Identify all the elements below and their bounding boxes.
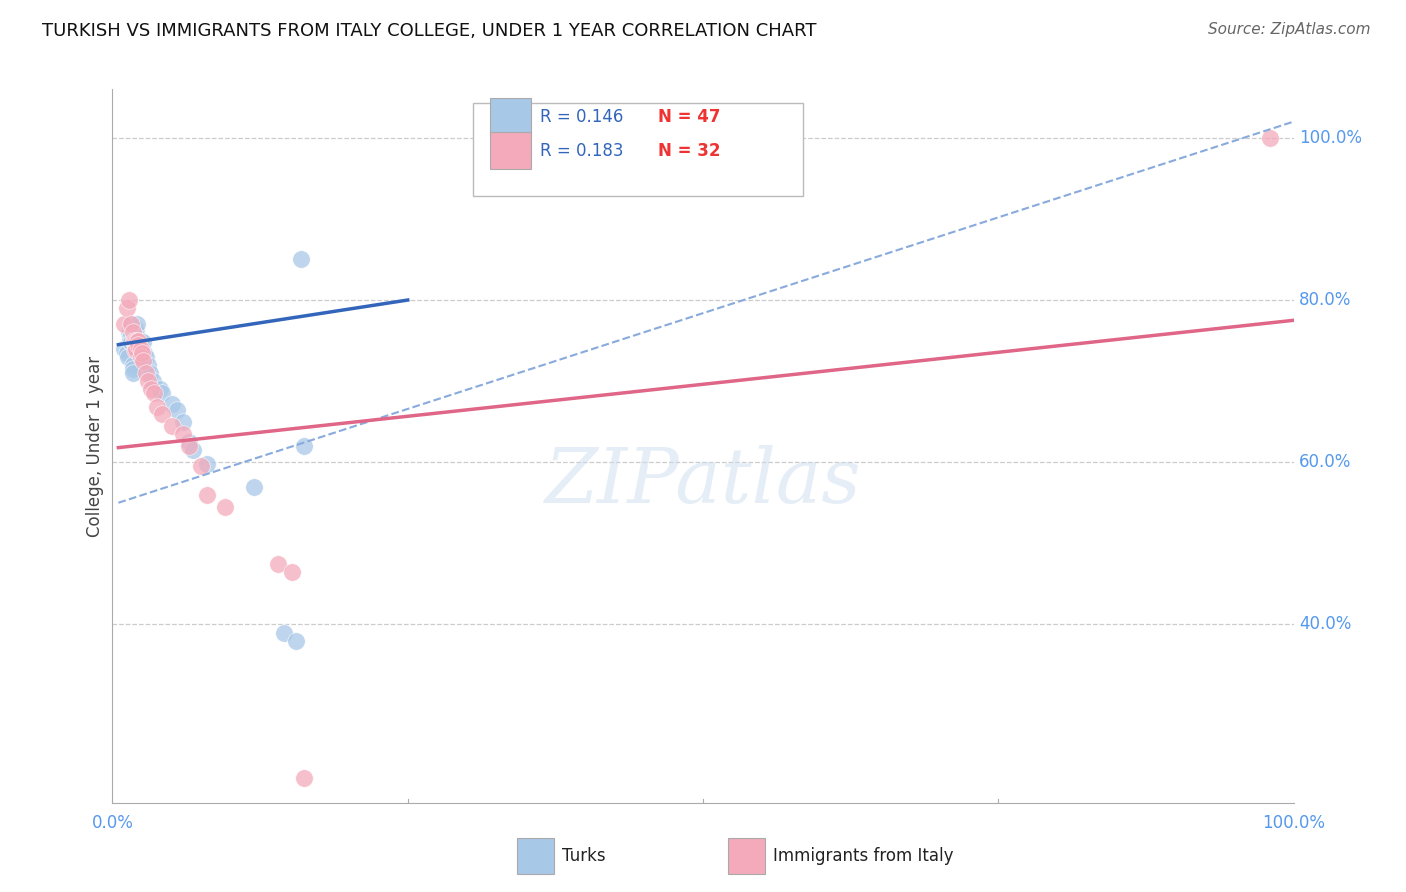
- Point: [127, 337, 149, 351]
- Text: 80.0%: 80.0%: [1299, 291, 1351, 309]
- Text: 40.0%: 40.0%: [1299, 615, 1351, 633]
- Point: [214, 500, 236, 514]
- Point: [190, 459, 212, 474]
- Point: [125, 332, 148, 346]
- Point: [112, 318, 135, 332]
- Point: [112, 342, 135, 356]
- Text: TURKISH VS IMMIGRANTS FROM ITALY COLLEGE, UNDER 1 YEAR CORRELATION CHART: TURKISH VS IMMIGRANTS FROM ITALY COLLEGE…: [42, 22, 817, 40]
- Point: [142, 374, 165, 388]
- Point: [132, 354, 155, 368]
- Point: [243, 479, 266, 493]
- Point: [179, 434, 201, 449]
- Point: [160, 418, 183, 433]
- Point: [141, 382, 163, 396]
- Point: [290, 252, 312, 267]
- Text: 60.0%: 60.0%: [1299, 453, 1351, 471]
- Text: Immigrants from Italy: Immigrants from Italy: [773, 847, 953, 865]
- Text: ZIPatlas: ZIPatlas: [544, 445, 862, 518]
- Point: [139, 366, 162, 380]
- Text: R = 0.183: R = 0.183: [540, 142, 623, 160]
- Point: [124, 321, 146, 335]
- Point: [195, 457, 218, 471]
- Point: [127, 329, 149, 343]
- Point: [142, 386, 165, 401]
- Point: [125, 343, 148, 358]
- Point: [121, 326, 143, 340]
- Point: [267, 557, 290, 571]
- Text: 0.0%: 0.0%: [91, 814, 134, 831]
- Point: [135, 366, 157, 380]
- Point: [121, 358, 143, 372]
- Point: [181, 443, 204, 458]
- Point: [273, 625, 295, 640]
- Point: [127, 318, 149, 332]
- Point: [179, 439, 201, 453]
- Point: [1258, 131, 1281, 145]
- Point: [292, 772, 315, 786]
- Point: [115, 301, 138, 315]
- Point: [124, 343, 146, 358]
- Point: [122, 326, 145, 340]
- Point: [124, 335, 146, 350]
- Point: [150, 386, 173, 401]
- Point: [146, 400, 169, 414]
- Point: [120, 335, 142, 350]
- Point: [132, 335, 155, 350]
- Point: [121, 362, 143, 376]
- Point: [127, 342, 149, 356]
- Text: 100.0%: 100.0%: [1263, 814, 1324, 831]
- Point: [172, 426, 194, 441]
- Point: [125, 337, 148, 351]
- Point: [118, 293, 141, 307]
- Point: [115, 345, 138, 359]
- Text: N = 47: N = 47: [658, 108, 721, 126]
- Point: [131, 345, 153, 359]
- Point: [125, 326, 148, 340]
- Point: [292, 439, 315, 453]
- Point: [150, 407, 173, 421]
- Point: [118, 326, 141, 340]
- Text: Turks: Turks: [562, 847, 606, 865]
- Point: [136, 358, 159, 372]
- Point: [129, 342, 152, 356]
- Point: [127, 337, 149, 351]
- Point: [129, 350, 152, 364]
- Point: [134, 345, 156, 359]
- FancyBboxPatch shape: [491, 98, 530, 136]
- Point: [195, 488, 218, 502]
- Point: [120, 318, 142, 332]
- Point: [136, 374, 159, 388]
- FancyBboxPatch shape: [472, 103, 803, 196]
- Point: [129, 337, 152, 351]
- Point: [131, 350, 153, 364]
- Point: [121, 366, 143, 380]
- Point: [122, 335, 145, 350]
- Point: [127, 334, 149, 348]
- Point: [127, 334, 149, 348]
- Point: [172, 415, 194, 429]
- Text: 100.0%: 100.0%: [1299, 128, 1362, 147]
- Point: [160, 397, 183, 411]
- Y-axis label: College, Under 1 year: College, Under 1 year: [86, 355, 104, 537]
- Text: Source: ZipAtlas.com: Source: ZipAtlas.com: [1208, 22, 1371, 37]
- Point: [135, 350, 157, 364]
- Point: [120, 318, 142, 332]
- FancyBboxPatch shape: [491, 132, 530, 169]
- Point: [166, 402, 188, 417]
- Point: [149, 382, 172, 396]
- Point: [120, 329, 142, 343]
- Point: [120, 327, 142, 342]
- Point: [128, 334, 150, 348]
- Point: [120, 334, 142, 348]
- Point: [281, 565, 304, 579]
- Text: R = 0.146: R = 0.146: [540, 108, 623, 126]
- Point: [122, 329, 145, 343]
- Text: N = 32: N = 32: [658, 142, 721, 160]
- Point: [122, 334, 145, 348]
- Point: [124, 329, 146, 343]
- Point: [125, 342, 148, 356]
- Point: [117, 350, 139, 364]
- Point: [284, 633, 307, 648]
